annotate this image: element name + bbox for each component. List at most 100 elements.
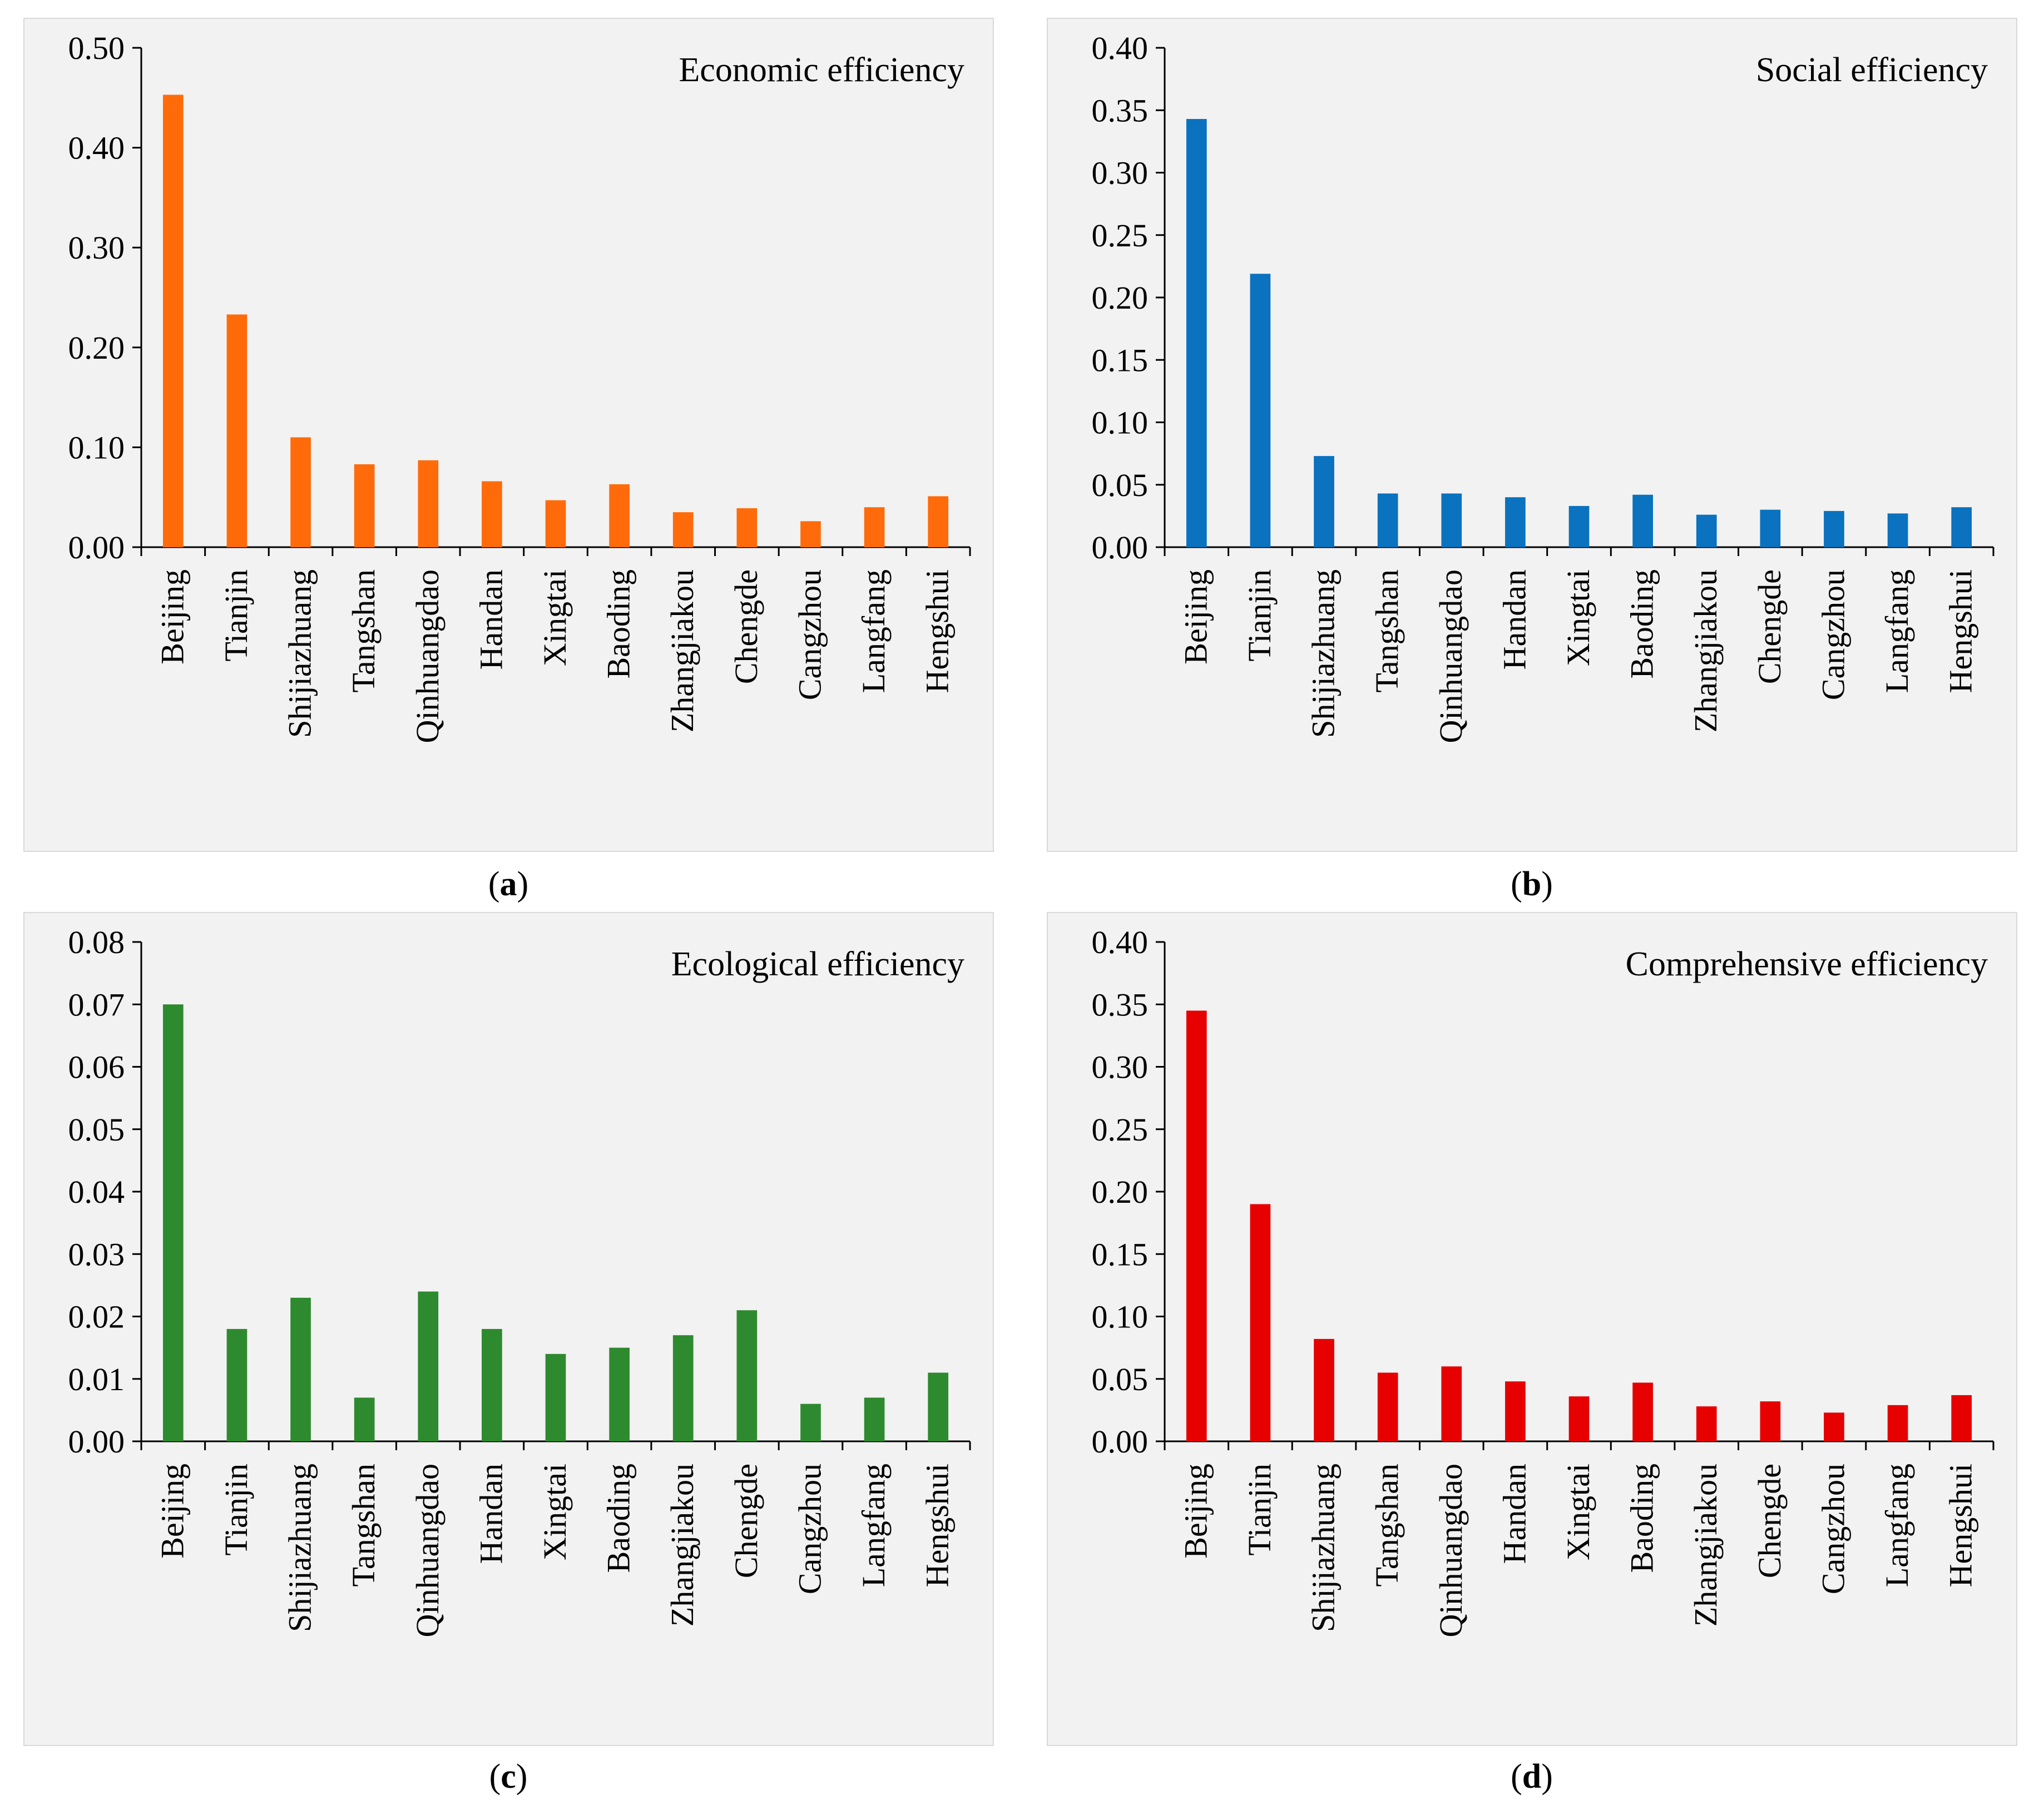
x-tick-label: Hengshui <box>1943 1464 1979 1587</box>
x-tick-label: Baoding <box>1624 1464 1660 1573</box>
bar-tianjin <box>1250 1204 1271 1441</box>
y-tick-label: 0.30 <box>1092 155 1149 191</box>
y-tick-label: 0.30 <box>1092 1049 1149 1085</box>
x-tick-label: Xingtai <box>537 1464 573 1560</box>
x-tick-label: Baoding <box>601 1464 637 1573</box>
y-tick-label: 0.15 <box>1092 342 1149 378</box>
x-tick-label: Baoding <box>601 569 637 679</box>
bar-chengde <box>736 1310 758 1441</box>
x-tick-label: Langfang <box>855 569 892 693</box>
y-tick-label: 0.20 <box>1092 1174 1149 1210</box>
y-tick-label: 0.00 <box>1092 529 1149 566</box>
bar-hengshui <box>928 1372 949 1441</box>
x-tick-label: Beijing <box>154 1464 190 1559</box>
bar-tianjin <box>226 314 248 547</box>
y-tick-label: 0.40 <box>68 130 125 166</box>
y-tick-label: 0.25 <box>1092 217 1149 254</box>
x-tick-label: Handan <box>1496 569 1532 670</box>
x-tick-label: Beijing <box>1177 1464 1214 1559</box>
x-tick-label: Zhangjiakou <box>664 569 700 732</box>
chart-title: Social efficiency <box>1756 51 1988 89</box>
bar-hengshui <box>1951 1395 1972 1441</box>
caption-close: ) <box>1541 865 1553 903</box>
x-tick-label: Cangzhou <box>791 1464 828 1594</box>
x-tick-label: Shijiazhuang <box>282 569 318 738</box>
chart-title: Ecological efficiency <box>671 945 964 983</box>
bar-cangzhou <box>1824 1412 1844 1441</box>
x-tick-label: Cangzhou <box>1815 569 1851 700</box>
y-tick-label: 0.30 <box>68 230 125 266</box>
caption-open: ( <box>1511 865 1522 903</box>
bar-beijing <box>1186 1010 1207 1441</box>
chart-panel-ecological: 0.00 0.01 0.02 0.03 0.04 0.05 0.06 0.07 0.08 Beij… <box>23 912 994 1746</box>
bar-tangshan <box>354 1397 375 1441</box>
x-tick-label: Handan <box>473 569 509 670</box>
x-tick-label: Cangzhou <box>791 569 828 700</box>
chart-economic: 0.00 0.10 0.20 0.30 0.40 0.50 Beijing Tianjin Sh… <box>68 30 971 743</box>
x-tick-label: Shijiazhuang <box>1305 569 1342 738</box>
y-tick-label: 0.10 <box>1092 1299 1149 1335</box>
caption-label: d <box>1522 1758 1542 1796</box>
x-tick-label: Hengshui <box>1943 569 1979 693</box>
bar-chengde <box>1760 509 1781 547</box>
caption-close: ) <box>517 865 529 903</box>
chart-social: 0.00 0.05 0.10 0.15 0.20 0.25 0.30 0.35 0.40 Beij… <box>1092 30 1995 743</box>
bar-hengshui <box>1951 507 1972 547</box>
bar-chengde <box>1760 1401 1781 1441</box>
caption-c: (c) <box>425 1757 592 1797</box>
x-tick-label: Zhangjiakou <box>1687 1464 1724 1626</box>
x-tick-label: Tangshan <box>1369 1464 1405 1586</box>
caption-b: (b) <box>1448 865 1615 904</box>
y-tick-label: 0.35 <box>1092 986 1149 1023</box>
y-tick-label: 0.05 <box>1092 1361 1149 1397</box>
x-tick-label: Qinhuangdao <box>409 1464 446 1638</box>
chart-panel-comprehensive: 0.00 0.05 0.10 0.15 0.20 0.25 0.30 0.35 0.40 Beij… <box>1047 912 2017 1746</box>
x-tick-label: Xingtai <box>537 569 573 666</box>
x-tick-label: Chengde <box>1751 569 1788 684</box>
chart-comprehensive: 0.00 0.05 0.10 0.15 0.20 0.25 0.30 0.35 0.40 Beij… <box>1092 924 1995 1638</box>
x-tick-label: Handan <box>1496 1464 1532 1564</box>
y-tick-label: 0.15 <box>1092 1236 1149 1272</box>
y-tick-label: 0.40 <box>1092 30 1149 66</box>
x-tick-label: Zhangjiakou <box>1687 569 1724 732</box>
bar-zhangjiakou <box>672 512 694 547</box>
y-tick-label: 0.03 <box>68 1236 125 1272</box>
caption-close: ) <box>516 1758 528 1796</box>
y-tick-label: 0.00 <box>68 1424 125 1460</box>
caption-a: (a) <box>425 865 592 904</box>
x-tick-label: Hengshui <box>919 569 956 693</box>
bar-langfang <box>864 1397 885 1441</box>
y-tick-label: 0.20 <box>1092 280 1149 316</box>
x-tick-label: Langfang <box>1879 569 1915 693</box>
y-tick-label: 0.25 <box>1092 1112 1149 1148</box>
bar-shijiazhuang <box>290 1297 311 1441</box>
bar-qinhuangdao <box>1441 1366 1462 1441</box>
caption-label: b <box>1522 865 1542 903</box>
bar-qinhuangdao <box>418 1291 439 1441</box>
bar-zhangjiakou <box>1696 514 1717 547</box>
y-tick-label: 0.50 <box>68 30 125 66</box>
x-tick-label: Chengde <box>728 569 764 684</box>
bar-handan <box>1505 1381 1526 1441</box>
y-tick-label: 0.06 <box>68 1049 125 1085</box>
x-tick-label: Baoding <box>1624 569 1660 679</box>
bar-baoding <box>609 484 630 547</box>
bar-handan <box>1505 497 1526 547</box>
x-tick-label: Zhangjiakou <box>664 1464 700 1626</box>
bar-langfang <box>864 507 885 547</box>
bar-shijiazhuang <box>1314 456 1334 547</box>
x-tick-label: Tianjin <box>1241 1464 1278 1555</box>
bar-xingtai <box>545 1353 566 1441</box>
bar-baoding <box>1632 1382 1653 1441</box>
bar-shijiazhuang <box>1314 1338 1334 1441</box>
x-tick-label: Shijiazhuang <box>282 1464 318 1632</box>
x-tick-label: Handan <box>473 1464 509 1564</box>
bar-cangzhou <box>800 1404 821 1441</box>
y-tick-label: 0.01 <box>68 1361 125 1397</box>
y-tick-label: 0.00 <box>68 529 125 566</box>
bar-xingtai <box>545 500 566 547</box>
x-tick-label: Xingtai <box>1560 1464 1596 1560</box>
bar-cangzhou <box>800 521 821 547</box>
x-tick-label: Shijiazhuang <box>1305 1464 1342 1632</box>
bar-tangshan <box>1377 1372 1398 1441</box>
